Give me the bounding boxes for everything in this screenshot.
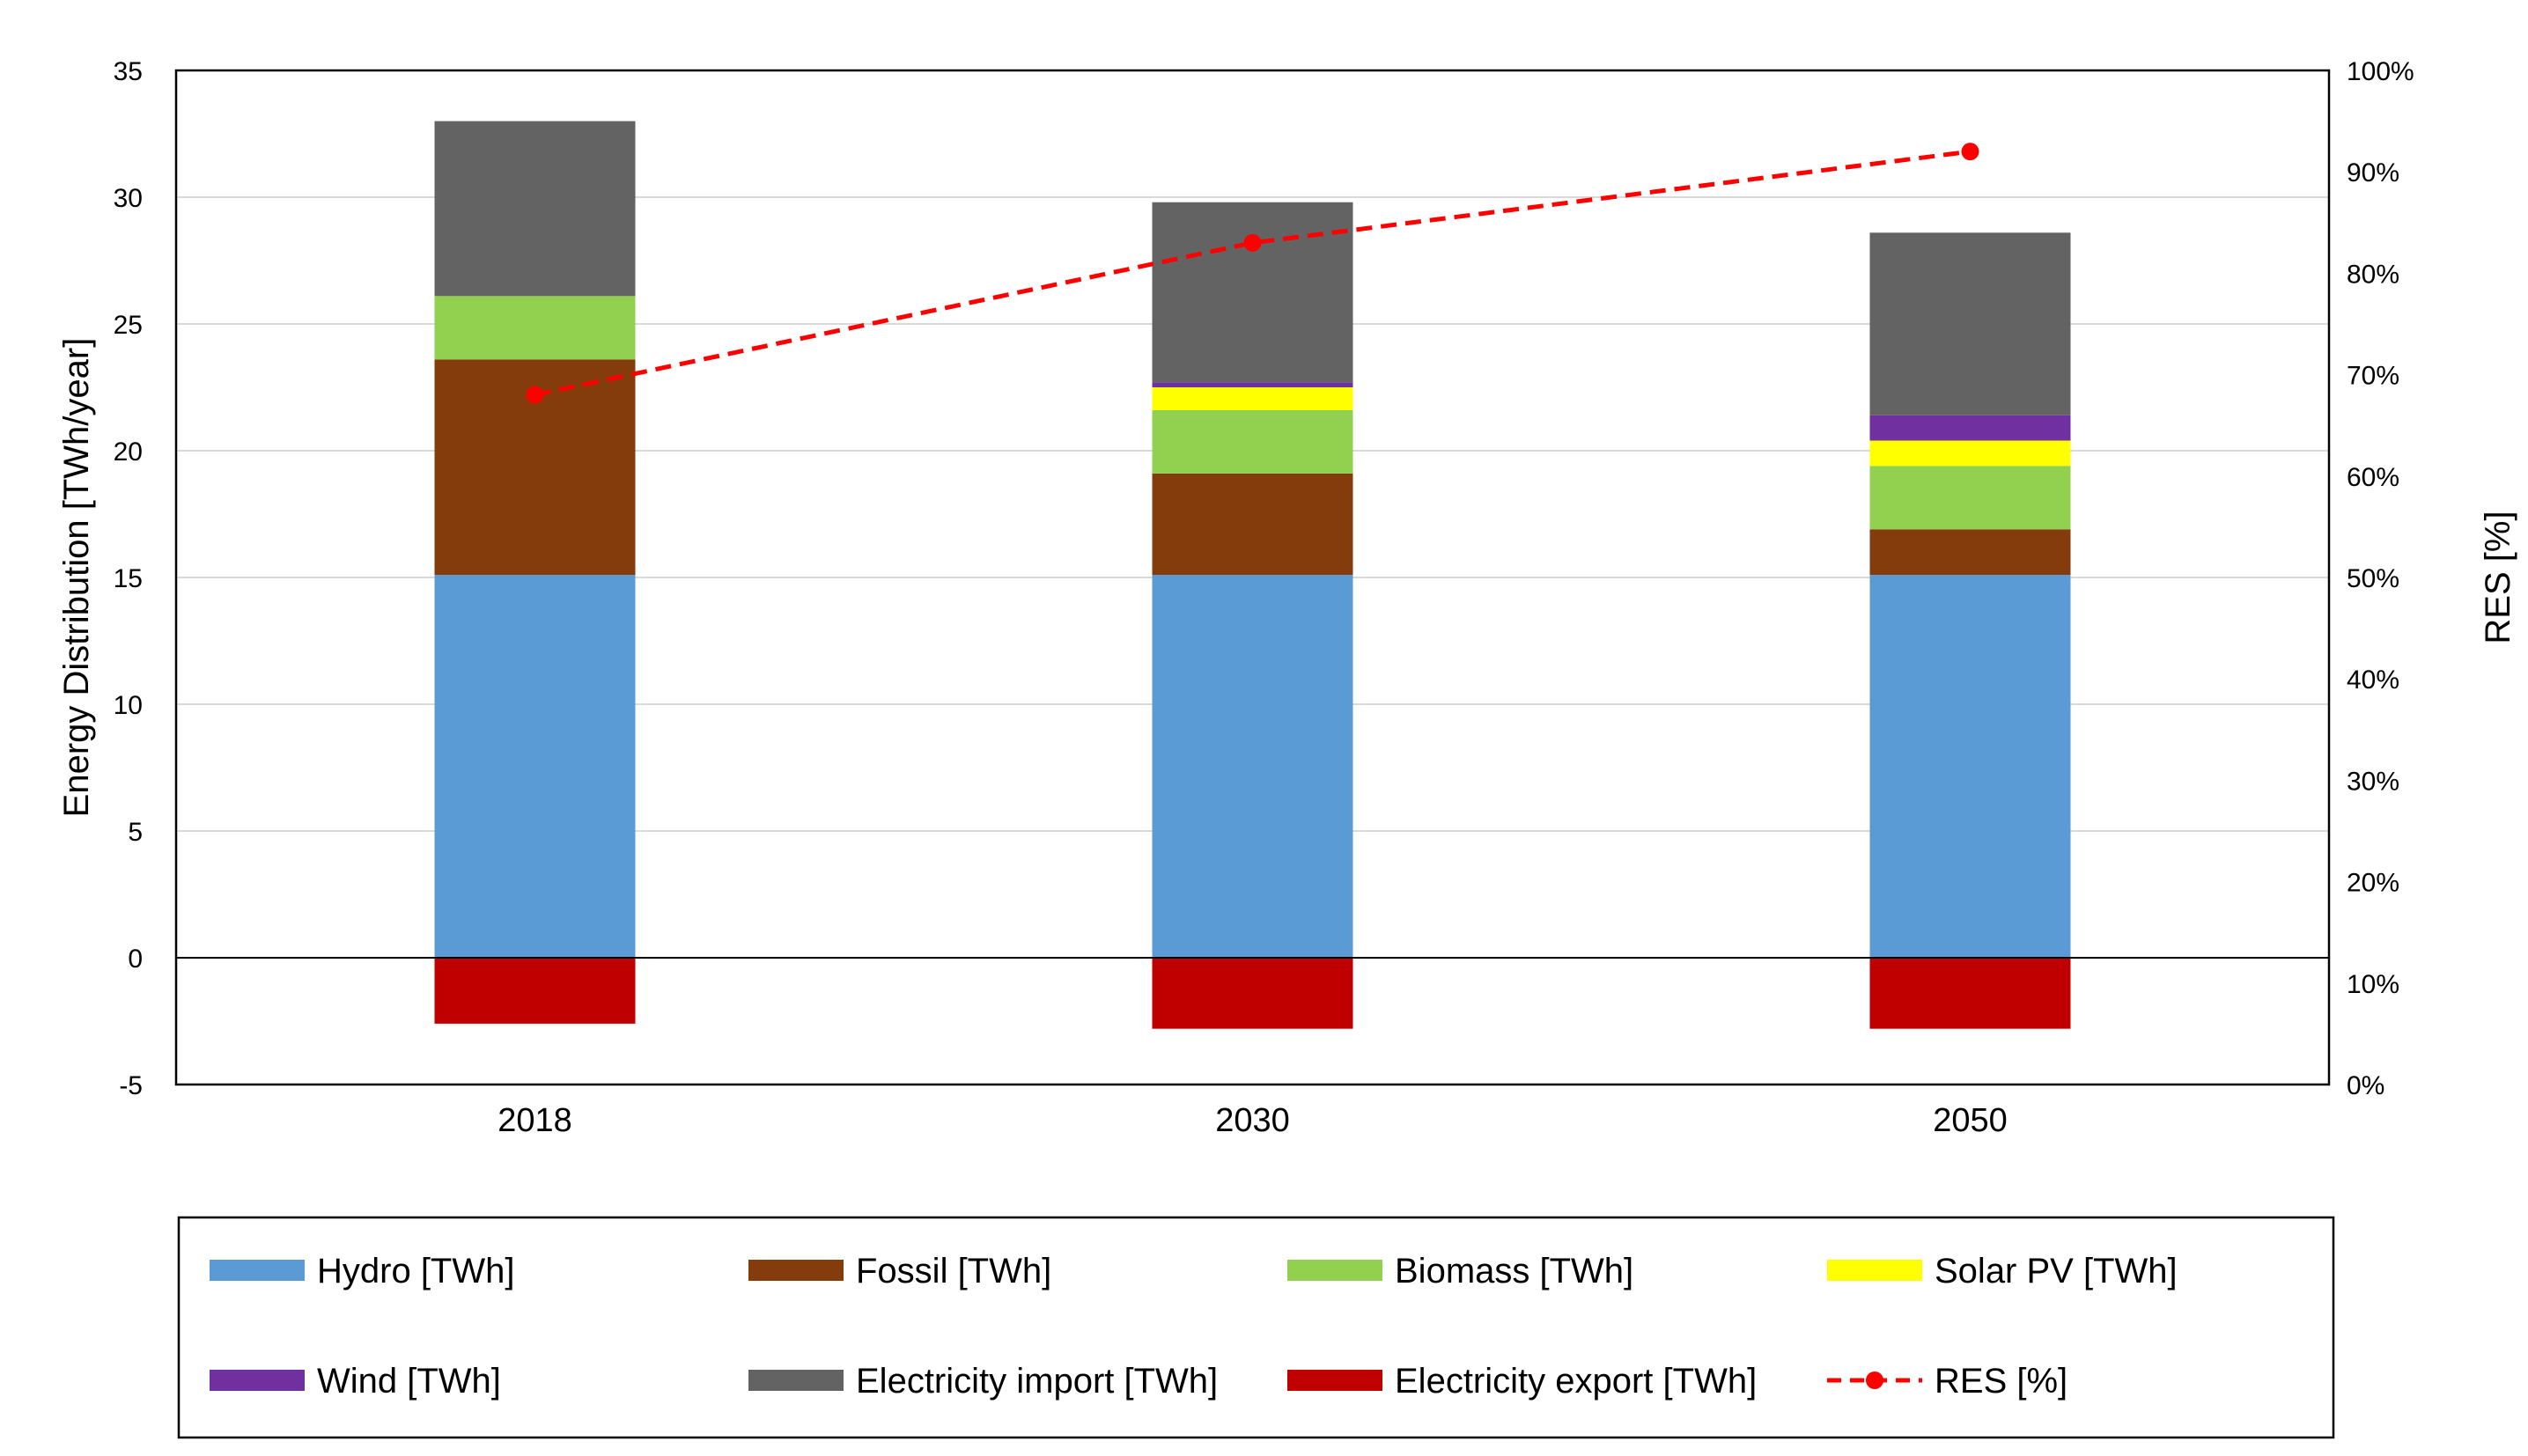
legend-label-fossil: Fossil [TWh] bbox=[856, 1252, 1051, 1291]
bar-electricity-export-2018 bbox=[434, 958, 636, 1024]
bar-fossil-2050 bbox=[1869, 529, 2071, 576]
bar-electricity-import-2050 bbox=[1869, 232, 2071, 415]
res-point-2018 bbox=[526, 386, 544, 404]
y-tick-label: 15 bbox=[114, 564, 143, 593]
y-tick-label: 30 bbox=[114, 184, 143, 213]
res-point-2030 bbox=[1243, 233, 1262, 252]
bar-fossil-2030 bbox=[1152, 473, 1353, 576]
plot-area-border bbox=[174, 69, 2331, 1086]
bar-biomass-2050 bbox=[1869, 466, 2071, 530]
bar-hydro-2030 bbox=[1152, 575, 1353, 958]
bar-biomass-2018 bbox=[434, 296, 636, 360]
y-tick-label: 0 bbox=[128, 945, 143, 974]
legend-label-hydro: Hydro [TWh] bbox=[317, 1252, 514, 1291]
bar-biomass-2030 bbox=[1152, 409, 1353, 474]
y2-tick-label: 40% bbox=[2347, 665, 2399, 695]
y-axis-title: Energy Distribution [TWh/year] bbox=[57, 338, 96, 818]
x-tick-label: 2030 bbox=[1215, 1102, 1290, 1139]
legend-label-electricity-export: Electricity export [TWh] bbox=[1395, 1362, 1757, 1401]
bar-electricity-export-2050 bbox=[1869, 958, 2071, 1029]
bar-hydro-2050 bbox=[1869, 575, 2071, 958]
y-axis-ticks: -5 0 5 10 15 20 25 30 35 bbox=[114, 57, 143, 1100]
legend-swatch-hydro bbox=[210, 1260, 305, 1281]
y-tick-label: 20 bbox=[114, 438, 143, 467]
bar-electricity-import-2018 bbox=[434, 121, 636, 297]
x-tick-label: 2018 bbox=[497, 1102, 572, 1139]
bar-wind-2030 bbox=[1152, 382, 1353, 387]
y2-tick-label: 30% bbox=[2347, 767, 2399, 796]
legend-swatch-electricity-export bbox=[1287, 1370, 1382, 1391]
y2-tick-label: 100% bbox=[2347, 57, 2414, 86]
bar-solar-pv-2050 bbox=[1869, 440, 2071, 467]
y2-tick-label: 50% bbox=[2347, 564, 2399, 593]
bar-electricity-import-2030 bbox=[1152, 202, 1353, 383]
y2-tick-label: 0% bbox=[2347, 1071, 2384, 1100]
y2-axis-title: RES [%] bbox=[2479, 511, 2517, 643]
legend-label-solar-pv: Solar PV [TWh] bbox=[1935, 1252, 2178, 1291]
y-tick-label: -5 bbox=[119, 1071, 143, 1100]
y-tick-label: 5 bbox=[128, 818, 143, 847]
y-tick-label: 10 bbox=[114, 691, 143, 720]
bar-solar-pv-2030 bbox=[1152, 387, 1353, 410]
y2-tick-label: 20% bbox=[2347, 869, 2399, 898]
x-tick-label: 2050 bbox=[1933, 1102, 2008, 1139]
y2-tick-label: 10% bbox=[2347, 970, 2399, 999]
legend-swatch-biomass bbox=[1287, 1260, 1382, 1281]
legend-label-res: RES [%] bbox=[1935, 1362, 2067, 1401]
bar-electricity-export-2030 bbox=[1152, 958, 1353, 1029]
legend: Hydro [TWh] Fossil [TWh] Biomass [TWh] Sola… bbox=[210, 1252, 2178, 1401]
legend-swatch-wind bbox=[210, 1370, 305, 1391]
y2-tick-label: 70% bbox=[2347, 362, 2399, 391]
y-tick-label: 35 bbox=[114, 57, 143, 86]
bar-hydro-2018 bbox=[434, 575, 636, 958]
legend-swatch-fossil bbox=[748, 1260, 844, 1281]
y2-axis-ticks: 0% 10% 20% 30% 40% 50% 60% 70% 80% 90% 100% bbox=[2347, 57, 2414, 1100]
y2-tick-label: 80% bbox=[2347, 260, 2399, 289]
legend-marker-res bbox=[1866, 1371, 1883, 1389]
y-tick-label: 25 bbox=[114, 311, 143, 340]
res-line bbox=[534, 149, 1971, 398]
legend-label-biomass: Biomass [TWh] bbox=[1395, 1252, 1633, 1291]
x-axis-ticks: 2018 2030 2050 bbox=[497, 1102, 2008, 1139]
legend-label-wind: Wind [TWh] bbox=[317, 1362, 501, 1401]
bar-wind-2050 bbox=[1869, 415, 2071, 441]
y2-tick-label: 90% bbox=[2347, 158, 2399, 188]
bars bbox=[434, 121, 2071, 1029]
res-point-2050 bbox=[1961, 143, 1979, 161]
legend-swatch-solar-pv bbox=[1827, 1260, 1922, 1281]
res-line-series bbox=[526, 143, 1979, 404]
y2-tick-label: 60% bbox=[2347, 463, 2399, 492]
legend-swatch-electricity-import bbox=[748, 1370, 844, 1391]
legend-box bbox=[177, 1216, 2335, 1439]
legend-label-electricity-import: Electricity import [TWh] bbox=[856, 1362, 1218, 1401]
